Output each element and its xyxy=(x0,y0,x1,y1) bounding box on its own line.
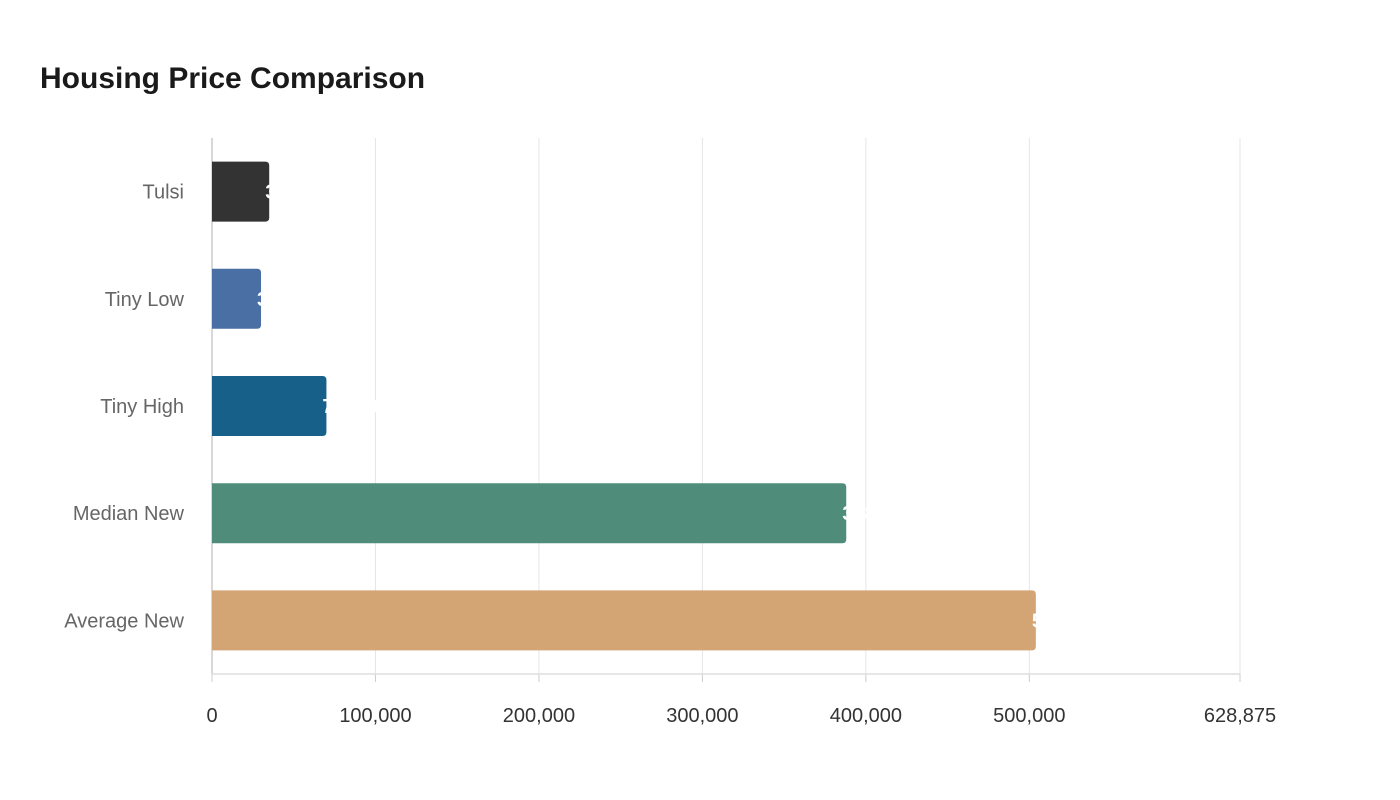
category-label: Average New xyxy=(64,610,184,632)
bars xyxy=(212,161,1036,651)
x-tick-label: 400,000 xyxy=(830,705,902,727)
data-label: 35,000 xyxy=(265,182,326,204)
labels: 0 100,000 200,000 300,000 400,000 500,000 628,… xyxy=(64,182,1276,727)
grid-lines xyxy=(374,138,1241,674)
x-tick-label: 0 xyxy=(206,705,217,727)
x-tick-label: 500,000 xyxy=(993,705,1065,727)
category-label: Median New xyxy=(73,503,185,525)
x-tick-label: 100,000 xyxy=(339,705,411,727)
data-label: 504,000 xyxy=(1032,610,1104,632)
data-label: 388,000 xyxy=(842,503,914,525)
chart-title: Housing Price Comparison xyxy=(40,62,426,95)
x-tick-label: 200,000 xyxy=(503,705,575,727)
data-label: 70,000 xyxy=(322,396,383,418)
bar-tulsi xyxy=(212,161,270,222)
category-label: Tulsi xyxy=(143,182,184,204)
category-label: Tiny Low xyxy=(105,289,185,311)
category-label: Tiny High xyxy=(100,396,184,418)
x-tick-label: 300,000 xyxy=(666,705,738,727)
bar-median-new xyxy=(212,483,847,544)
bar-average-new xyxy=(212,590,1036,651)
bar-tiny-high xyxy=(212,376,327,436)
data-label: 30,000 xyxy=(257,289,318,311)
bar-tiny-low xyxy=(212,268,262,329)
x-tick-label: 628,875 xyxy=(1204,705,1276,727)
